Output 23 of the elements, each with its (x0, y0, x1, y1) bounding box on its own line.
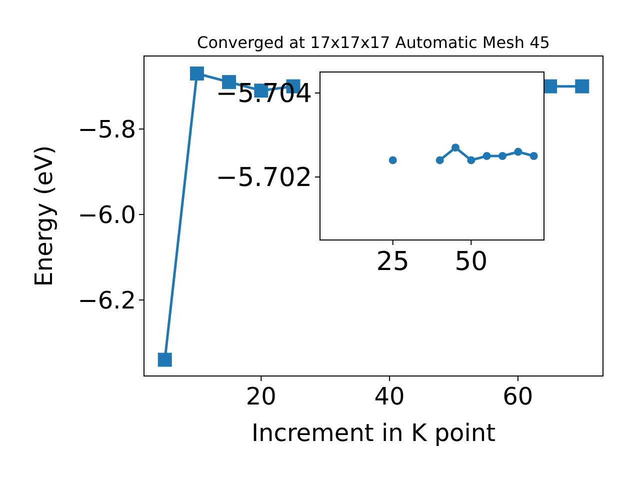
point (388, 156, 397, 164)
point (575, 79, 590, 94)
y-axis-title: Energy (eV) (30, 145, 58, 287)
x-axis-title: Increment in K point (251, 419, 496, 447)
point (190, 66, 204, 81)
y-tick-label: −5.8 (78, 115, 136, 144)
x-tick-label: 40 (374, 382, 405, 410)
point (467, 156, 476, 164)
point (530, 152, 538, 160)
y-tick-label: −5.702 (216, 163, 312, 194)
point (451, 144, 460, 152)
chart-title: Converged at 17x17x17 Automatic Mesh 45 (197, 33, 550, 52)
point (436, 156, 444, 164)
y-tick-label: −6.0 (78, 200, 136, 229)
point (158, 352, 172, 367)
point (498, 152, 506, 160)
x-tick-label: 60 (502, 382, 534, 410)
point (514, 148, 522, 156)
y-tick-label: −6.2 (78, 286, 136, 314)
x-tick-label: 20 (246, 382, 276, 410)
x-tick-label: 25 (376, 247, 410, 278)
x-tick-label: 50 (454, 247, 488, 278)
point (482, 152, 491, 160)
